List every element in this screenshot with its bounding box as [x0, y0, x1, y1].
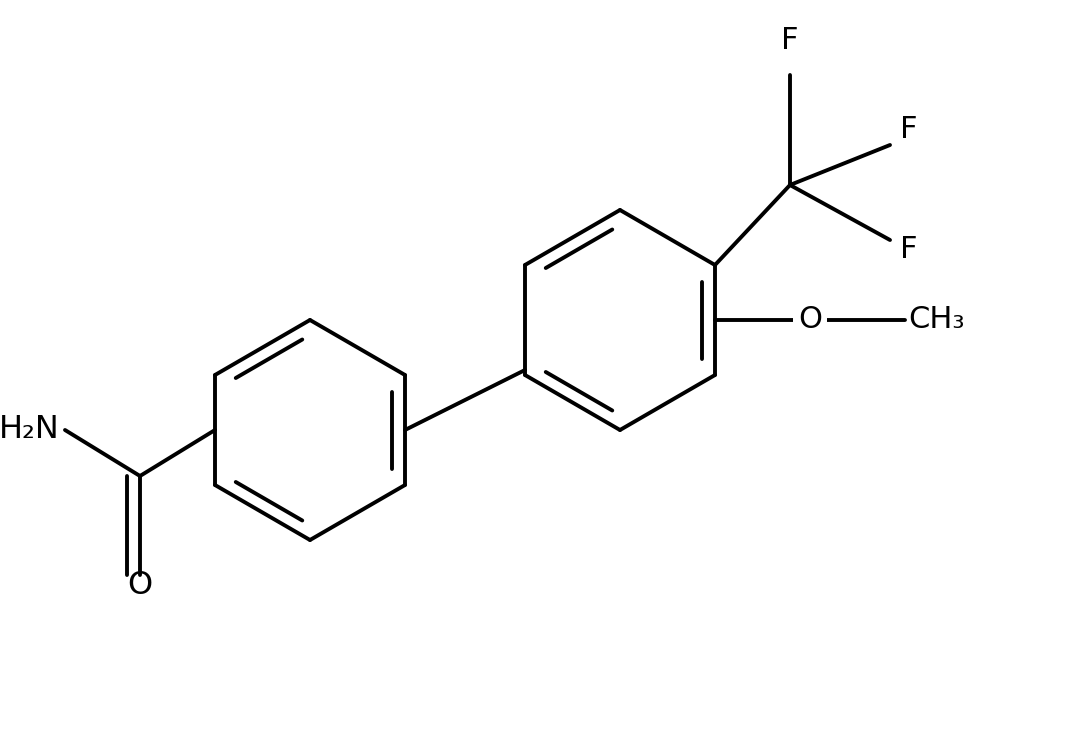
Text: F: F — [781, 26, 798, 55]
Text: O: O — [798, 306, 822, 334]
Text: F: F — [900, 235, 918, 264]
Text: CH₃: CH₃ — [908, 306, 965, 334]
Text: H₂N: H₂N — [0, 414, 60, 445]
Text: F: F — [900, 115, 918, 144]
Text: O: O — [128, 570, 152, 601]
